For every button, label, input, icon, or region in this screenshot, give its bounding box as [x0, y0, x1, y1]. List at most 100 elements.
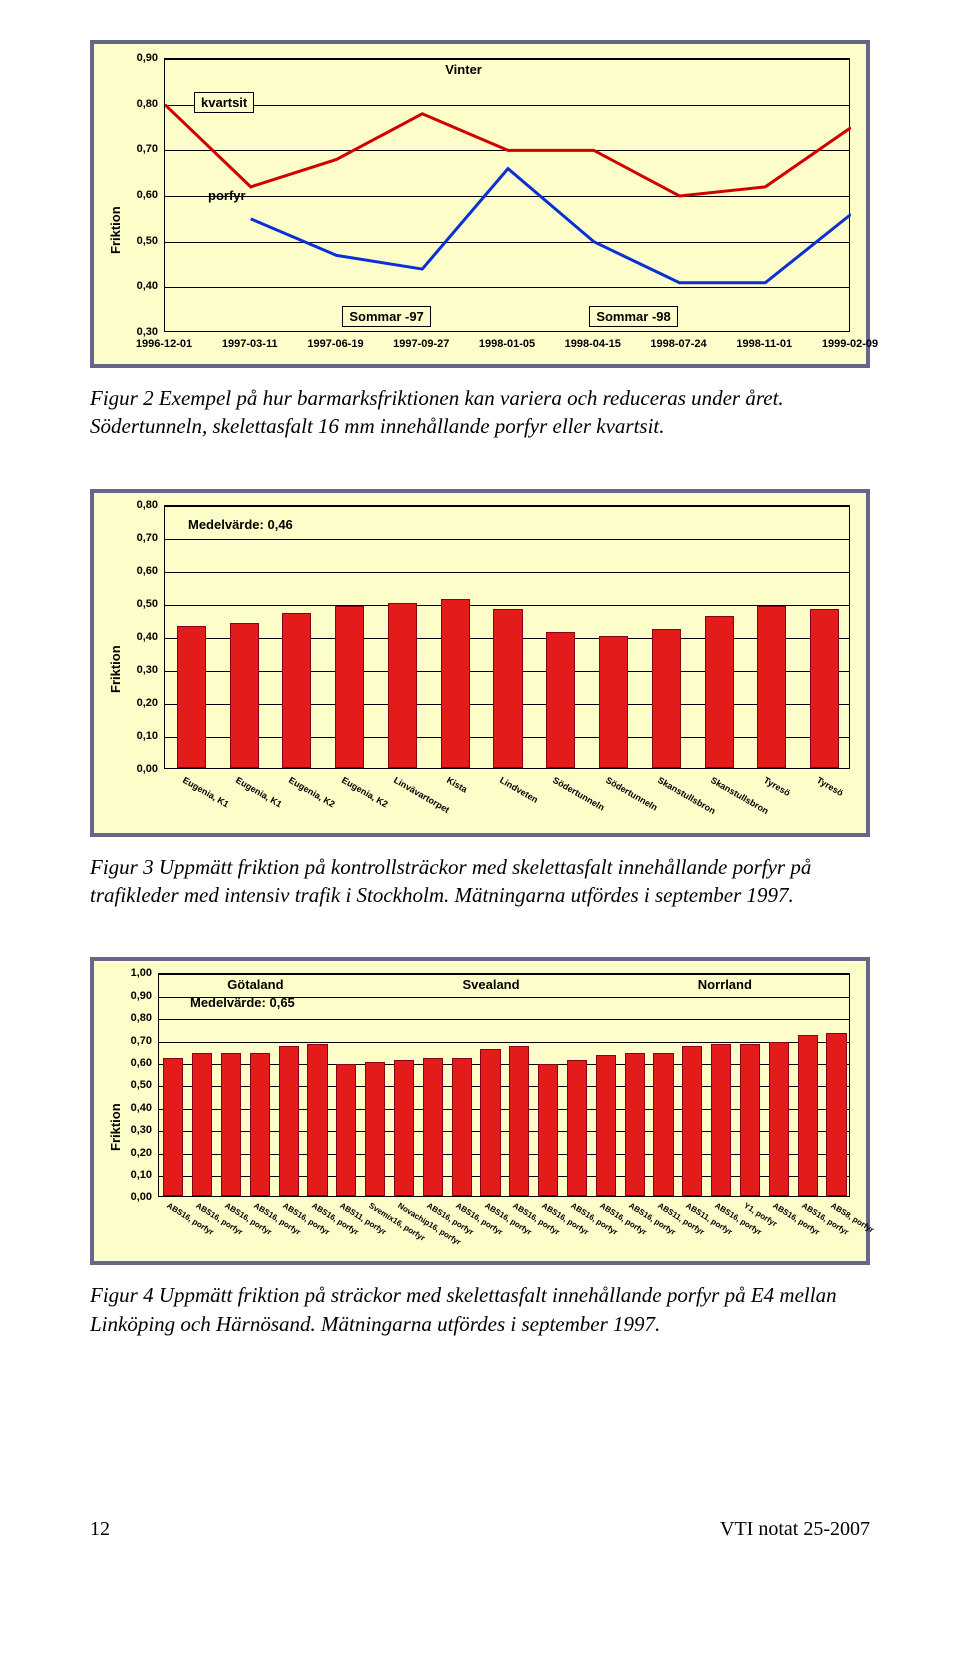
chart1-area: Friktion 0,300,400,500,600,700,800,90199… [94, 44, 866, 364]
chart3-bar [365, 1062, 385, 1196]
chart2-x-tick-label: Tyresö [762, 775, 792, 798]
chart1-annotation: Vinter [445, 62, 482, 77]
chart2-bar [652, 629, 681, 768]
chart1-x-tick-label: 1997-03-11 [220, 338, 280, 350]
chart3-bar [279, 1046, 299, 1196]
chart1-y-tick-label: 0,80 [126, 98, 158, 110]
chart3-y-tick-label: 0,50 [122, 1079, 152, 1091]
chart2-x-tick-label: Lindveten [498, 775, 540, 805]
chart1-plot [164, 58, 850, 332]
chart2-medel-label: Medelvärde: 0,46 [188, 517, 293, 532]
chart3-bar [192, 1053, 212, 1196]
chart3-y-tick-label: 1,00 [122, 967, 152, 979]
chart3-bar [711, 1044, 731, 1196]
chart1-series-porfyr [251, 169, 851, 283]
chart3-bar [798, 1035, 818, 1196]
chart1-y-title: Friktion [108, 206, 123, 254]
chart3-y-tick-label: 0,60 [122, 1057, 152, 1069]
chart1-annotation: Sommar -98 [589, 306, 677, 327]
chart2-y-tick-label: 0,40 [126, 631, 158, 643]
chart1-annotation: kvartsit [194, 92, 254, 113]
chart2-bar [757, 606, 786, 768]
chart2-gridline [165, 506, 849, 507]
caption-figur2: Figur 2 Exempel på hur barmarksfriktione… [90, 384, 870, 441]
chart3-region-label: Götaland [227, 977, 283, 992]
caption-figur4: Figur 4 Uppmätt friktion på sträckor med… [90, 1281, 870, 1338]
chart2-x-tick-label: Södertunneln [604, 775, 659, 813]
chart2-x-tick-label: Eugenia, K1 [181, 775, 231, 809]
chart2-x-tick-label: Eugenia, K2 [340, 775, 390, 809]
chart2-x-tick-label: Tyresö [815, 775, 845, 798]
chart2-x-tick-label: Linvävartorpet [392, 775, 451, 815]
chart2-bar [282, 613, 311, 768]
chart2-x-tick-label: Södertunneln [551, 775, 606, 813]
chart3-bar [567, 1060, 587, 1197]
chart3-y-tick-label: 0,20 [122, 1147, 152, 1159]
chart1-block: Friktion 0,300,400,500,600,700,800,90199… [90, 40, 870, 368]
chart1-y-tick-label: 0,40 [126, 280, 158, 292]
chart1-y-tick-label: 0,90 [126, 52, 158, 64]
chart2-bar [599, 636, 628, 768]
chart3-y-tick-label: 0,10 [122, 1169, 152, 1181]
chart3-bar [596, 1055, 616, 1196]
chart3-bar [625, 1053, 645, 1196]
chart2-bar [230, 623, 259, 768]
chart2-bar [441, 599, 470, 767]
chart3-area: Friktion 0,000,100,200,300,400,500,600,7… [94, 961, 866, 1261]
chart3-y-tick-label: 0,00 [122, 1191, 152, 1203]
chart2-gridline [165, 605, 849, 606]
chart2-block: Friktion 0,000,100,200,300,400,500,600,7… [90, 489, 870, 837]
page-footer: 12 VTI notat 25-2007 [90, 1518, 870, 1541]
chart2-y-tick-label: 0,60 [126, 565, 158, 577]
chart3-bar [509, 1046, 529, 1196]
chart3-gridline [159, 974, 849, 975]
chart2-x-tick-label: Skanstullsbron [656, 775, 717, 816]
chart2-x-tick-label: Eugenia, K2 [287, 775, 337, 809]
chart3-y-tick-label: 0,40 [122, 1102, 152, 1114]
chart3-bar [480, 1049, 500, 1197]
chart1-x-tick-label: 1997-06-19 [306, 338, 366, 350]
chart2-y-tick-label: 0,10 [126, 730, 158, 742]
chart3-bar [682, 1046, 702, 1196]
chart2-bar [388, 603, 417, 768]
chart1-border: Friktion 0,300,400,500,600,700,800,90199… [90, 40, 870, 368]
chart2-border: Friktion 0,000,100,200,300,400,500,600,7… [90, 489, 870, 837]
chart1-y-tick-label: 0,50 [126, 235, 158, 247]
chart2-gridline [165, 572, 849, 573]
footer-doc: VTI notat 25-2007 [720, 1518, 870, 1541]
chart3-bar [423, 1058, 443, 1197]
chart2-gridline [165, 539, 849, 540]
chart3-medel-label: Medelvärde: 0,65 [190, 995, 295, 1010]
chart2-y-tick-label: 0,70 [126, 532, 158, 544]
chart2-bar [177, 626, 206, 768]
chart2-x-tick-label: Kista [445, 775, 469, 795]
caption-figur3: Figur 3 Uppmätt friktion på kontrollsträ… [90, 853, 870, 910]
chart1-x-tick-label: 1998-01-05 [477, 338, 537, 350]
chart3-bar [336, 1064, 356, 1196]
chart3-bar [452, 1058, 472, 1197]
chart3-bar [769, 1042, 789, 1197]
chart3-border: Friktion 0,000,100,200,300,400,500,600,7… [90, 957, 870, 1265]
chart3-bar [221, 1053, 241, 1196]
chart1-annotation: Sommar -97 [342, 306, 430, 327]
chart1-x-tick-label: 1998-04-15 [563, 338, 623, 350]
chart2-x-tick-label: Skanstullsbron [709, 775, 770, 816]
chart2-y-tick-label: 0,20 [126, 697, 158, 709]
chart2-bar [493, 609, 522, 767]
chart1-annotation: porfyr [208, 188, 246, 203]
chart3-gridline [159, 1042, 849, 1043]
chart3-gridline [159, 1019, 849, 1020]
chart1-x-tick-label: 1998-07-24 [649, 338, 709, 350]
chart1-series-kvartsit [165, 105, 851, 196]
chart3-bar [250, 1053, 270, 1196]
chart1-y-tick-label: 0,70 [126, 143, 158, 155]
chart2-y-tick-label: 0,00 [126, 763, 158, 775]
chart3-y-tick-label: 0,70 [122, 1035, 152, 1047]
chart2-bar [335, 606, 364, 768]
chart3-bar [394, 1060, 414, 1197]
chart3-bar [740, 1044, 760, 1196]
chart2-y-title: Friktion [108, 645, 123, 693]
chart2-y-tick-label: 0,30 [126, 664, 158, 676]
chart1-lines [165, 59, 851, 333]
chart2-bar [705, 616, 734, 768]
